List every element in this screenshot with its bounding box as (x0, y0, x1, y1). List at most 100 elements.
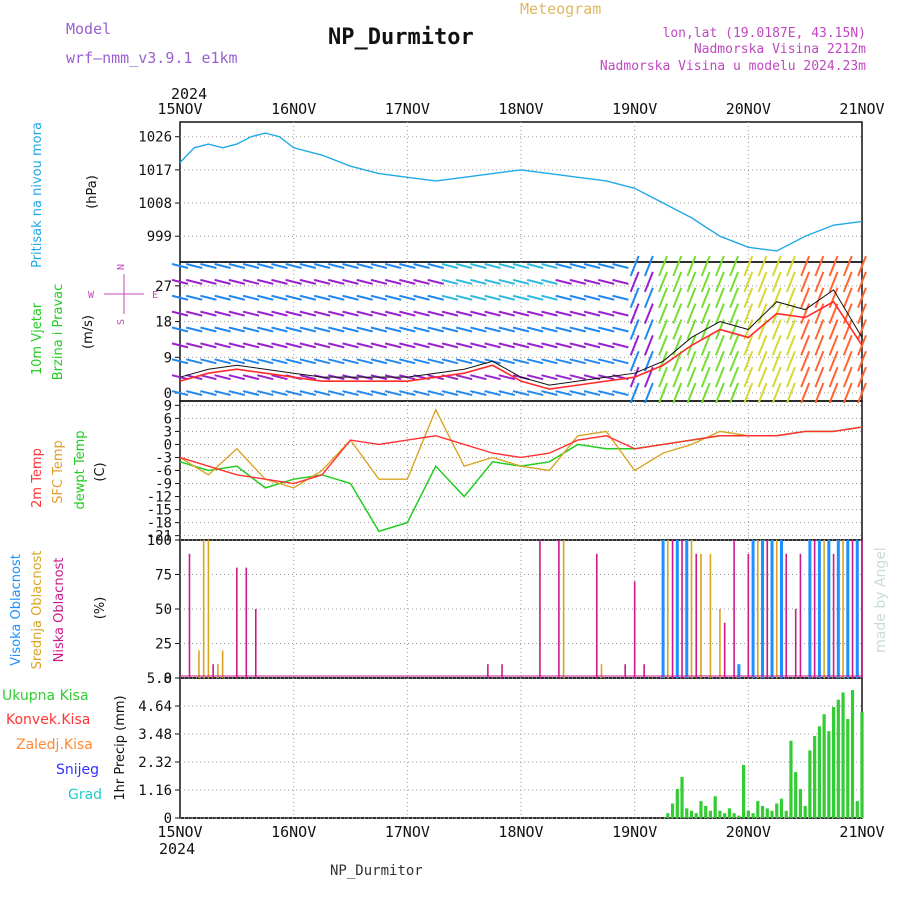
y-tick-label: 75 (155, 568, 172, 584)
top-time-ticks: 15NOV 16NOV 17NOV 18NOV 19NOV 20NOV 21NOV (157, 100, 884, 118)
wind-barb (857, 319, 867, 340)
wind-barb (842, 319, 853, 340)
precip-label-hail: Grad (68, 787, 102, 803)
cloud-bar (695, 553, 698, 678)
wind-barb (342, 342, 359, 349)
cloud-bar (823, 540, 825, 678)
wind-barb (413, 390, 430, 397)
precip-bar (831, 706, 836, 818)
wind-barb (629, 382, 640, 404)
wind-barb (356, 294, 373, 301)
wind-barb (214, 326, 231, 333)
precip-bar (694, 813, 698, 818)
wind-barb (743, 303, 754, 324)
wind-barb (370, 390, 388, 397)
wind-barb (356, 263, 373, 269)
wind-barb (242, 342, 260, 349)
wind-barb (271, 310, 288, 317)
wind-barb (729, 303, 740, 324)
cloud-bar (633, 581, 636, 678)
wind-barb (242, 263, 260, 269)
wind-barb (729, 319, 740, 340)
y-tick-label: -15 (147, 503, 172, 519)
cloud-bar (737, 664, 741, 678)
wind-barb (800, 350, 811, 372)
temp-unit: (C) (93, 462, 108, 481)
cloud-bar (675, 540, 679, 678)
wind-barb (185, 342, 203, 349)
y-tick-label: -6 (155, 464, 172, 480)
wind-barb (427, 342, 444, 349)
cloud-bar (770, 540, 774, 678)
temp-label-sfc: SFC Temp (51, 440, 66, 504)
pressure-unit: (hPa) (85, 175, 100, 209)
wind-barb (171, 342, 189, 349)
y-tick-label: 4.64 (138, 699, 172, 715)
wind-barb (612, 278, 629, 285)
y-tick-label: 3 (164, 424, 172, 440)
cloud-bar (846, 540, 850, 678)
cloud-panel: Visoka Oblacnost Srednja Oblacnost Niska… (9, 551, 108, 670)
wind-barb (328, 263, 345, 269)
precip-bar (808, 750, 812, 818)
wind-barb (484, 278, 501, 285)
wind-barb (356, 310, 373, 317)
wind-barb (842, 382, 853, 404)
wind-barb (541, 358, 558, 365)
wind-barb (313, 358, 331, 365)
wind-barb (658, 303, 669, 324)
precip-bar (770, 810, 774, 818)
cloud-bar (198, 650, 200, 678)
wind-barb (185, 263, 203, 269)
wind-barb (598, 263, 615, 269)
wind-barb (455, 278, 473, 285)
wind-barb (800, 335, 811, 356)
y-tick-label: -12 (147, 490, 172, 506)
wind-barb (686, 319, 697, 340)
wind-barb (629, 350, 640, 372)
wind-barb (484, 294, 501, 301)
compass-w: W (88, 290, 95, 301)
wind-barb (658, 287, 669, 309)
wind-barb (672, 303, 683, 324)
wind-barb (643, 255, 654, 277)
wind-barb (800, 255, 811, 277)
wind-barb (814, 255, 825, 277)
cloud-bar (785, 553, 788, 678)
wind-barb (786, 287, 796, 309)
wind-barb (612, 358, 629, 365)
cloud-bar (600, 664, 603, 678)
wind-barb (299, 278, 317, 285)
wind-barb (214, 278, 231, 285)
wind-barb (583, 278, 601, 285)
precip-label-snow: Snijeg (56, 762, 99, 778)
precip-bar (718, 810, 722, 818)
wind-barb (842, 335, 853, 356)
wind-barb (786, 255, 796, 277)
wind-barb (498, 390, 516, 397)
wind-barb (541, 263, 558, 269)
top-time-tick-label: 20NOV (726, 100, 771, 118)
station-title: NP_Durmitor (328, 25, 474, 50)
wind-barb (427, 326, 444, 333)
wind-barb (200, 326, 217, 333)
wind-barb (629, 255, 640, 277)
wind-barb (470, 374, 487, 381)
wind-barb (399, 358, 416, 365)
wind-barb (370, 294, 388, 301)
y-tick-label: 3.48 (138, 727, 172, 743)
y-tick-label: 9 (164, 398, 172, 414)
wind-barb (672, 271, 683, 293)
wind-barb (313, 342, 331, 349)
wind-barb (786, 271, 796, 293)
wind-barb (271, 278, 288, 285)
cloud-bar (723, 622, 726, 678)
wind-barb (612, 326, 629, 333)
precip-bar (723, 813, 727, 818)
wind-barb (242, 358, 260, 365)
wind-barb (800, 303, 811, 324)
wind-barb (271, 390, 288, 397)
cloud-bar (624, 664, 626, 678)
wind-barb (498, 310, 516, 317)
precip-bar (765, 808, 769, 818)
